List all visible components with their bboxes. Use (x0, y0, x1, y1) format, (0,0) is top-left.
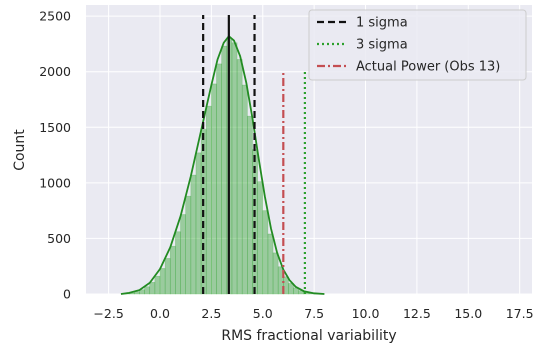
x-tick-label: 7.5 (304, 306, 324, 321)
histogram-bar (195, 152, 202, 295)
x-axis-label: RMS fractional variability (221, 328, 396, 344)
histogram-bar (190, 174, 197, 295)
reference-lines (202, 15, 306, 294)
y-tick-label: 2000 (39, 64, 71, 79)
legend-box (308, 9, 527, 81)
histogram-bar (185, 195, 192, 295)
histogram-bar (221, 45, 228, 295)
y-tick-label: 0 (63, 287, 71, 302)
histogram-bar (231, 42, 238, 295)
x-tick-label: −2.5 (93, 306, 123, 321)
histogram-bar (241, 84, 248, 295)
histogram-bar (262, 210, 269, 295)
histogram-bar (205, 105, 212, 295)
histogram-bar (272, 252, 279, 295)
histogram-bar (283, 276, 289, 295)
histogram-bar (277, 266, 284, 295)
histogram-bar (247, 115, 253, 295)
x-tick-label: 10.0 (352, 306, 380, 321)
y-axis-label: Count (12, 129, 28, 171)
histogram-bar (144, 286, 151, 295)
histogram-bar (180, 214, 186, 295)
x-tick-label: 2.5 (201, 306, 221, 321)
histogram-bar (133, 291, 140, 295)
histogram-bar (154, 275, 161, 295)
histogram-bar (164, 258, 171, 295)
histogram-bar (216, 63, 222, 295)
legend-label: Actual Power (Obs 13) (356, 60, 500, 75)
x-tick-label: 17.5 (506, 306, 534, 321)
histogram-bar (236, 59, 243, 295)
x-tick-label: 15.0 (454, 306, 482, 321)
histogram-bar (149, 282, 156, 295)
legend-label: 1 sigma (356, 16, 408, 31)
legend: 1 sigma 3 sigma Actual Power (Obs 13) (308, 9, 527, 81)
histogram-bar (169, 245, 176, 295)
kde-line (120, 34, 325, 295)
y-tick-label: 1000 (39, 175, 71, 190)
kde-curve (120, 34, 325, 295)
histogram-bar (257, 181, 264, 295)
histogram-bar (175, 231, 181, 295)
x-tick-labels: −2.5 0.0 2.5 5.0 7.5 10.0 12.5 15.0 17.5 (93, 306, 533, 321)
y-tick-label: 2500 (39, 9, 71, 24)
legend-label: 3 sigma (356, 38, 408, 53)
y-tick-label: 500 (47, 231, 71, 246)
x-tick-label: 12.5 (403, 306, 431, 321)
histogram-bar (159, 268, 166, 295)
y-tick-labels: 0 500 1000 1500 2000 2500 (39, 9, 71, 302)
histogram-bar (139, 289, 145, 295)
histogram-bar (288, 283, 294, 295)
histogram-bar (267, 233, 274, 295)
x-tick-label: 5.0 (253, 306, 273, 321)
x-tick-label: 0.0 (150, 306, 170, 321)
y-tick-label: 1500 (39, 120, 71, 135)
histogram-bar (211, 83, 217, 295)
